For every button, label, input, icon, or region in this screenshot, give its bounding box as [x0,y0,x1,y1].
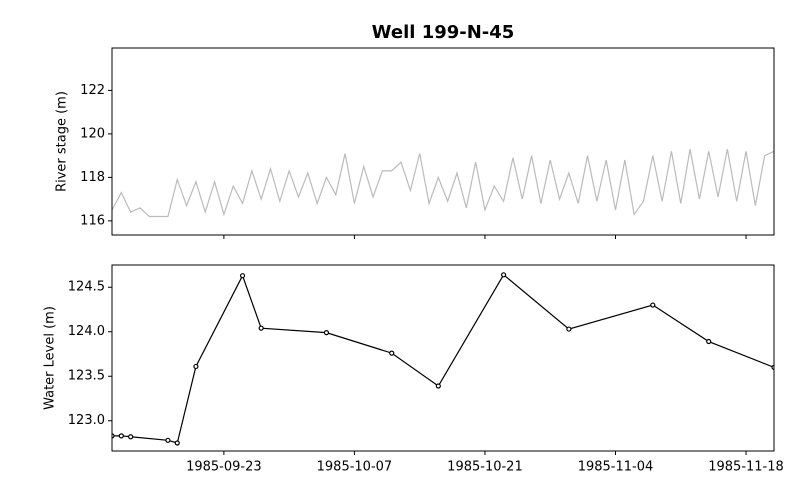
data-point [650,302,656,308]
x-tick-label: 1985-09-23 [186,460,262,475]
y-axis-label: River stage (m) [55,91,70,192]
data-point [706,338,712,345]
data-point [193,363,199,370]
x-tick-label: 1985-10-21 [447,460,523,475]
data-point [165,437,171,443]
data-point [118,433,124,439]
y-tick-label: 116 [80,213,105,228]
plot-frame [111,47,775,236]
data-point [174,440,180,446]
data-line [112,273,774,444]
y-tick-label: 120 [80,126,105,141]
data-point [566,326,572,332]
y-tick-label: 124.0 [68,324,105,339]
plot-frame [111,264,775,452]
y-tick-label: 118 [80,170,105,185]
y-tick-label: 123.5 [68,369,105,384]
y-tick-label: 124.5 [68,280,105,295]
data-point [128,434,134,440]
x-tick-label: 1985-11-04 [578,460,654,475]
data-point [323,330,330,336]
data-line [112,148,774,218]
data-point [435,383,441,389]
data-point [389,350,395,356]
y-axis-label: Water Level (m) [43,306,58,410]
data-point [501,272,507,278]
y-tick-label: 123.0 [68,413,105,428]
data-point [258,325,264,331]
y-tick-label: 122 [80,83,105,98]
x-tick-label: 1985-11-18 [708,460,784,475]
chart-title: Well 199-N-45 [372,22,515,43]
x-tick-label: 1985-10-07 [317,460,393,475]
data-point [239,273,246,279]
